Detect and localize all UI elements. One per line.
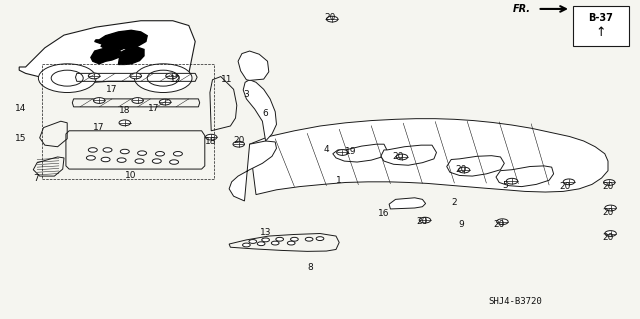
Circle shape: [287, 241, 295, 245]
Polygon shape: [91, 48, 120, 64]
Circle shape: [497, 219, 508, 225]
Text: 20: 20: [455, 165, 467, 174]
Text: 12: 12: [170, 75, 182, 84]
Circle shape: [130, 73, 141, 79]
Circle shape: [119, 120, 131, 126]
Text: SHJ4-B3720: SHJ4-B3720: [488, 297, 542, 306]
Circle shape: [316, 237, 324, 241]
Text: 18: 18: [205, 137, 217, 146]
Text: 19: 19: [345, 147, 356, 156]
Text: 20: 20: [493, 220, 505, 229]
Circle shape: [156, 152, 164, 156]
Text: 17: 17: [148, 104, 159, 113]
Polygon shape: [333, 144, 387, 162]
Circle shape: [51, 70, 83, 86]
Circle shape: [458, 167, 470, 173]
Polygon shape: [19, 21, 195, 85]
Text: 1: 1: [337, 176, 342, 185]
Text: 9: 9: [458, 220, 463, 229]
Circle shape: [88, 148, 97, 152]
Circle shape: [205, 134, 217, 140]
Circle shape: [605, 231, 616, 236]
Bar: [573, 6, 629, 46]
Circle shape: [419, 217, 431, 223]
Circle shape: [257, 242, 265, 246]
Polygon shape: [95, 30, 147, 48]
Circle shape: [166, 73, 177, 79]
Text: 4: 4: [324, 145, 329, 154]
Text: 20: 20: [559, 182, 571, 191]
Circle shape: [604, 180, 615, 185]
Circle shape: [506, 178, 518, 184]
Text: 10: 10: [125, 171, 137, 180]
Polygon shape: [118, 47, 144, 64]
Text: 11: 11: [221, 75, 233, 84]
Circle shape: [152, 159, 161, 163]
Circle shape: [134, 64, 192, 93]
Text: 20: 20: [602, 233, 614, 242]
Text: 18: 18: [119, 106, 131, 115]
Polygon shape: [389, 198, 426, 209]
Polygon shape: [243, 80, 276, 141]
Circle shape: [138, 151, 147, 155]
Text: 14: 14: [15, 104, 27, 113]
Text: 2: 2: [452, 198, 457, 207]
Text: 17: 17: [106, 85, 118, 94]
Polygon shape: [250, 119, 608, 195]
Circle shape: [337, 150, 348, 155]
Circle shape: [132, 98, 143, 103]
Circle shape: [170, 160, 179, 164]
Text: 17: 17: [93, 123, 105, 132]
Text: B-37: B-37: [589, 12, 613, 23]
Text: 8: 8: [308, 263, 313, 272]
Circle shape: [159, 99, 171, 105]
Text: 16: 16: [378, 209, 390, 218]
Circle shape: [135, 159, 144, 163]
Polygon shape: [238, 51, 269, 80]
Circle shape: [86, 156, 95, 160]
Circle shape: [173, 152, 182, 156]
Circle shape: [233, 141, 244, 147]
Text: 15: 15: [15, 134, 27, 143]
Circle shape: [605, 205, 616, 211]
Circle shape: [93, 98, 105, 103]
Polygon shape: [229, 141, 276, 201]
Text: 20: 20: [324, 13, 335, 22]
Text: 7: 7: [34, 174, 39, 183]
Circle shape: [243, 243, 250, 247]
Circle shape: [88, 73, 100, 79]
Circle shape: [38, 64, 96, 93]
Text: 6: 6: [263, 109, 268, 118]
Text: 5: 5: [503, 181, 508, 189]
Circle shape: [117, 158, 126, 162]
Text: ↑: ↑: [596, 26, 606, 39]
Circle shape: [291, 237, 298, 241]
Text: 20: 20: [233, 136, 244, 145]
Polygon shape: [101, 39, 125, 51]
Circle shape: [147, 70, 179, 86]
Circle shape: [120, 149, 129, 154]
Circle shape: [396, 154, 408, 160]
Polygon shape: [496, 166, 554, 187]
Text: 3: 3: [244, 90, 249, 99]
Circle shape: [262, 238, 269, 242]
Circle shape: [326, 16, 338, 22]
Polygon shape: [381, 145, 436, 165]
Circle shape: [563, 179, 575, 185]
Text: 20: 20: [602, 182, 614, 191]
Text: 13: 13: [260, 228, 271, 237]
Text: 20: 20: [392, 152, 404, 161]
Circle shape: [276, 237, 284, 241]
Polygon shape: [447, 156, 504, 176]
Text: 20: 20: [602, 208, 614, 217]
Circle shape: [305, 237, 313, 241]
Text: FR.: FR.: [513, 4, 531, 14]
Text: 20: 20: [417, 217, 428, 226]
Circle shape: [101, 157, 110, 162]
Circle shape: [249, 240, 257, 243]
Circle shape: [271, 241, 279, 245]
Circle shape: [103, 148, 112, 152]
